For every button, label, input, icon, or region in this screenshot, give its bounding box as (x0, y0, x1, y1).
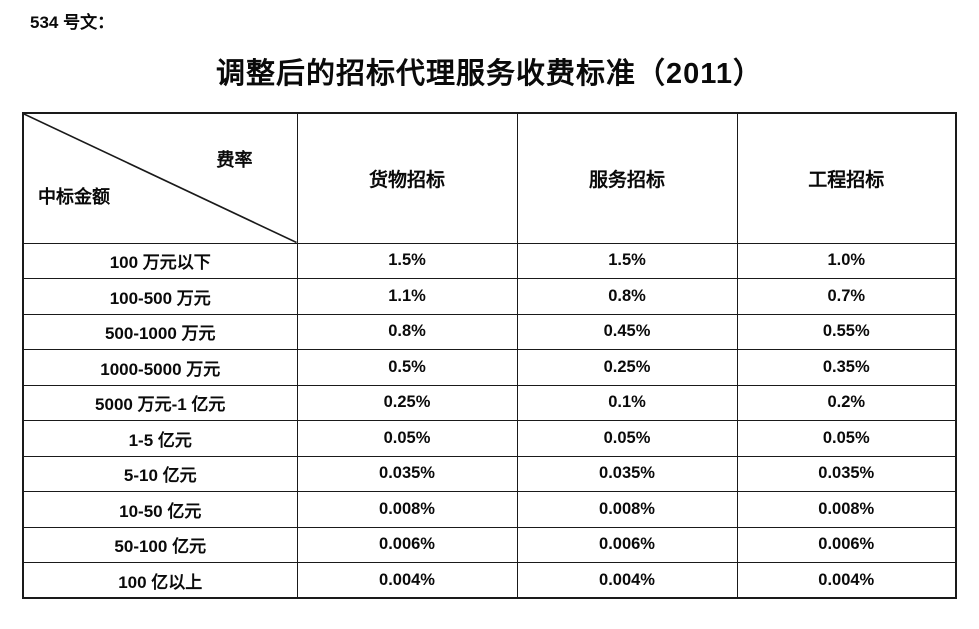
fee-rate-cell: 0.8% (296, 313, 518, 350)
fee-rate-cell: 0.008% (736, 491, 957, 528)
table-row: 500-1000 万元 0.8% 0.45% 0.55% (22, 313, 957, 350)
fee-rate-cell: 1.0% (736, 242, 957, 279)
column-header-goods-tender: 货物招标 (296, 112, 518, 244)
table-row: 10-50 亿元 0.008% 0.008% 0.008% (22, 491, 957, 528)
bid-amount-tier-label: 100 亿以上 (22, 562, 298, 599)
fee-rate-cell: 0.45% (516, 313, 738, 350)
table-row: 100-500 万元 1.1% 0.8% 0.7% (22, 278, 957, 315)
fee-rate-cell: 0.7% (736, 278, 957, 315)
page-title: 调整后的招标代理服务收费标准（2011） (216, 58, 763, 90)
fee-rate-cell: 1.5% (516, 242, 738, 279)
table-row: 100 亿以上 0.004% 0.004% 0.004% (22, 562, 957, 599)
table-row: 5000 万元-1 亿元 0.25% 0.1% 0.2% (22, 384, 957, 421)
column-header-engineering-tender: 工程招标 (736, 112, 957, 244)
table-header-row: 费率 中标金额 货物招标 服务招标 工程招标 (22, 112, 957, 244)
table-row: 100 万元以下 1.5% 1.5% 1.0% (22, 242, 957, 279)
fee-rate-cell: 0.035% (736, 455, 957, 492)
fee-rate-cell: 0.006% (736, 526, 957, 563)
fee-rate-cell: 0.25% (516, 349, 738, 386)
bid-amount-tier-label: 500-1000 万元 (22, 313, 298, 350)
fee-rate-cell: 0.004% (736, 562, 957, 599)
table-row: 1-5 亿元 0.05% 0.05% 0.05% (22, 420, 957, 457)
fee-rate-table: 费率 中标金额 货物招标 服务招标 工程招标 100 万元以下 1.5% 1.5% 1… (22, 112, 957, 599)
fee-rate-cell: 0.006% (296, 526, 518, 563)
fee-rate-cell: 1.1% (296, 278, 518, 315)
bid-amount-tier-label: 1-5 亿元 (22, 420, 298, 457)
fee-rate-cell: 0.004% (516, 562, 738, 599)
corner-label-bid-amount: 中标金额 (38, 186, 110, 207)
bid-amount-tier-label: 100-500 万元 (22, 278, 298, 315)
fee-rate-cell: 0.35% (736, 349, 957, 386)
fee-rate-cell: 0.004% (296, 562, 518, 599)
fee-rate-cell: 0.8% (516, 278, 738, 315)
bid-amount-tier-label: 5-10 亿元 (22, 455, 298, 492)
bid-amount-tier-label: 50-100 亿元 (22, 526, 298, 563)
table-row: 50-100 亿元 0.006% 0.006% 0.006% (22, 526, 957, 563)
bid-amount-tier-label: 1000-5000 万元 (22, 349, 298, 386)
column-header-service-tender: 服务招标 (516, 112, 738, 244)
fee-rate-cell: 0.55% (736, 313, 957, 350)
fee-rate-cell: 0.5% (296, 349, 518, 386)
diagonal-corner-cell: 费率 中标金额 (22, 112, 298, 244)
bid-amount-tier-label: 10-50 亿元 (22, 491, 298, 528)
fee-rate-cell: 0.05% (736, 420, 957, 457)
fee-rate-cell: 0.1% (516, 384, 738, 421)
fee-rate-cell: 0.006% (516, 526, 738, 563)
fee-rate-cell: 0.25% (296, 384, 518, 421)
fee-rate-cell: 0.05% (516, 420, 738, 457)
fee-rate-cell: 0.05% (296, 420, 518, 457)
fee-rate-cell: 0.008% (296, 491, 518, 528)
fee-rate-cell: 0.2% (736, 384, 957, 421)
diagonal-line (24, 114, 297, 243)
table-row: 5-10 亿元 0.035% 0.035% 0.035% (22, 455, 957, 492)
table-row: 1000-5000 万元 0.5% 0.25% 0.35% (22, 349, 957, 386)
bid-amount-tier-label: 5000 万元-1 亿元 (22, 384, 298, 421)
table-body: 100 万元以下 1.5% 1.5% 1.0% 100-500 万元 1.1% 0.8% 0.… (22, 242, 957, 599)
bid-amount-tier-label: 100 万元以下 (22, 242, 298, 279)
fee-rate-cell: 0.035% (296, 455, 518, 492)
doc-number: 534 号文： (30, 13, 115, 32)
corner-label-rate: 费率 (216, 150, 253, 170)
fee-rate-cell: 0.008% (516, 491, 738, 528)
fee-rate-cell: 0.035% (516, 455, 738, 492)
fee-rate-cell: 1.5% (296, 242, 518, 279)
